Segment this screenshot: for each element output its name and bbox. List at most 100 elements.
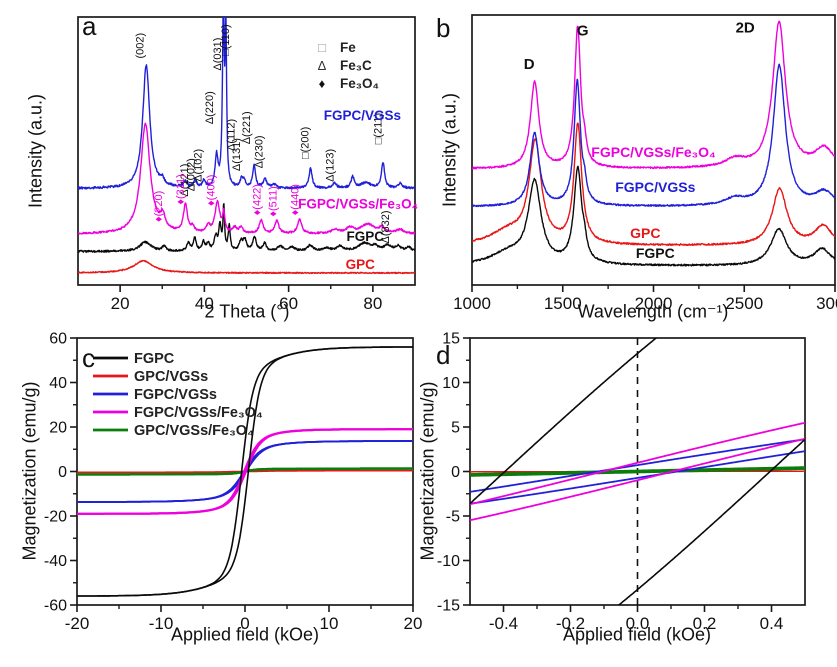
loop-d-FGPC/VGSs/Fe₃O₄-asc — [470, 437, 805, 522]
curve-a-FGPC/VGSs — [78, 17, 415, 190]
peak-label: □(200) — [299, 127, 311, 159]
panel-b-yaxis-title: Intensity (a.u.) — [439, 92, 460, 208]
panel-b-xaxis-title: Wavelength (cm⁻¹) — [577, 301, 729, 322]
curve-label: D — [524, 56, 535, 73]
xtick-label-d: 0.2 — [693, 614, 717, 633]
legend-label: Fe₃C — [340, 58, 372, 73]
legend-label: GPC/VGSs/Fe₃O₄ — [134, 423, 254, 439]
xtick-label-c: -10 — [149, 614, 174, 633]
xtick-label-b: 2500 — [725, 294, 763, 313]
legend-symbol: ♦ — [319, 76, 326, 91]
loop-d-FGPC/VGSs/Fe₃O₄-desc — [470, 421, 805, 506]
loop-c-FGPC/VGSs/Fe₃O₄-asc — [77, 428, 413, 515]
legend-a: □ Fe Δ Fe₃C ♦ Fe₃O₄ — [318, 40, 379, 91]
peak-label: ♦(422) — [251, 184, 263, 215]
legend-label: FGPC/VGSs — [134, 387, 217, 403]
legend-symbol: □ — [318, 40, 326, 55]
curve-label: 2D — [736, 20, 755, 37]
peak-label: ♦(511) — [267, 186, 279, 216]
xtick-label-d: 0.4 — [760, 614, 784, 633]
legend-label: GPC/VGSs — [134, 369, 208, 385]
peak-label: Δ(002) — [185, 158, 197, 191]
panel-c-letter: c — [82, 343, 95, 373]
ytick-label-d: -5 — [446, 509, 460, 526]
xtick-label-c: 10 — [320, 614, 339, 633]
peak-label: Δ(123) — [325, 149, 337, 182]
ytick-label-d: 0 — [451, 464, 460, 481]
panel-a-yaxis-title: Intensity (a.u.) — [25, 93, 46, 209]
legend-label: FGPC — [134, 351, 175, 367]
curve-b-FGPC/VGSs/Fe₃O₄ — [472, 20, 835, 170]
xtick-label-d: 0.0 — [626, 614, 650, 633]
panel-c-xaxis-title: Applied field (kOe) — [170, 624, 320, 645]
xtick-label-d: -0.2 — [556, 614, 585, 633]
panel-d-yaxis-title: Magnetization (emu/g) — [417, 381, 438, 561]
legend-symbol: Δ — [318, 58, 327, 73]
peak-label: Δ(221) — [241, 111, 253, 144]
curve-label: G — [577, 22, 589, 39]
panel-d-letter: d — [436, 340, 451, 370]
legend-label: Fe₃O₄ — [340, 76, 379, 91]
curve-b-GPC — [472, 122, 835, 247]
curve-label: FGPC — [636, 245, 675, 261]
xtick-label-b: 1500 — [544, 294, 582, 313]
loop-d-FGPC/VGSs-asc — [470, 450, 805, 505]
xtick-label-c: -20 — [65, 614, 90, 633]
panel-c-yaxis-title: Magnetization (emu/g) — [19, 381, 40, 561]
panel-d-xaxis-title: Applied field (kOe) — [562, 624, 712, 645]
peak-label: Δ(102) — [192, 149, 204, 182]
xtick-label-b: 1000 — [453, 294, 491, 313]
curve-label: GPC — [346, 257, 376, 272]
panel-a-xaxis-title: 2 Theta (°) — [204, 301, 290, 322]
curves-c — [77, 346, 413, 597]
curve-a-FGPC — [78, 202, 415, 253]
ytick-label-d: 15 — [442, 331, 460, 348]
ytick-label-c: 20 — [49, 420, 67, 437]
peak-label: Δ(832) — [380, 210, 392, 243]
ytick-label-d: 10 — [442, 375, 460, 392]
curves-d — [470, 338, 805, 605]
curve-b-FGPC/VGSs — [472, 63, 835, 208]
peak-label: ♦(220) — [153, 191, 165, 222]
curve-label: FGPC/VGSs — [324, 108, 401, 123]
peak-label: □(110) — [220, 24, 232, 56]
loop-d-FGPC-desc — [470, 338, 658, 505]
curves-a — [78, 17, 415, 275]
panel-d-chart: -0.4 -0.2 0.0 0.2 0.4 -15 -10 -5 0 5 10 15 — [437, 331, 806, 633]
loop-d-FGPC-asc — [617, 438, 805, 605]
panel-b-chart: 1000 1500 2000 2500 3000 D G 2D FGPC/VGSs/Fe₃O₄ F… — [453, 14, 837, 313]
peak-label: Δ(230) — [254, 135, 266, 168]
xtick-label-b: 2000 — [635, 294, 673, 313]
peak-label: ♦(400) — [205, 175, 217, 206]
curve-a-FGPC/VGSs/Fe₃O₄ — [78, 122, 415, 235]
ytick-label-c: 0 — [58, 464, 67, 481]
ytick-label-c: 40 — [49, 375, 67, 392]
legend-label: FGPC/VGSs/Fe₃O₄ — [134, 405, 263, 421]
ytick-label-d: -10 — [437, 553, 460, 570]
curve-label: FGPC/VGSs — [615, 179, 695, 195]
peak-label: ♦(311) — [175, 174, 187, 204]
xtick-label-c: 0 — [240, 614, 249, 633]
curve-label: FGPC/VGSs/Fe₃O₄ — [591, 144, 715, 160]
peak-label: Δ(121) — [179, 164, 191, 197]
curves-b — [472, 20, 835, 267]
legend-c: FGPC GPC/VGSs FGPC/VGSs FGPC/VGSs/Fe₃O₄ GPC/… — [93, 351, 263, 439]
xtick-label-c: 20 — [404, 614, 423, 633]
peak-label: Δ(112) — [225, 119, 237, 151]
panel-b-letter: b — [436, 13, 451, 43]
peak-label: Δ(131) — [231, 138, 243, 171]
ytick-label-c: 60 — [49, 331, 67, 348]
loop-c-FGPC-asc — [77, 346, 413, 597]
peak-label: □(211) — [372, 113, 384, 145]
ytick-label-d: -15 — [437, 598, 460, 615]
xtick-label-d: -0.4 — [489, 614, 518, 633]
xtick-label-a: 60 — [279, 294, 298, 313]
ytick-label-c: -40 — [44, 553, 67, 570]
loop-d-FGPC/VGSs-desc — [470, 438, 805, 493]
loop-d-GPC/VGSs/Fe₃O₄-asc — [470, 466, 805, 477]
peak-label: Δ(220) — [204, 91, 216, 124]
peak-label: (002) — [134, 33, 146, 59]
panel-a-letter: a — [82, 11, 97, 41]
ytick-label-d: 5 — [451, 420, 460, 437]
